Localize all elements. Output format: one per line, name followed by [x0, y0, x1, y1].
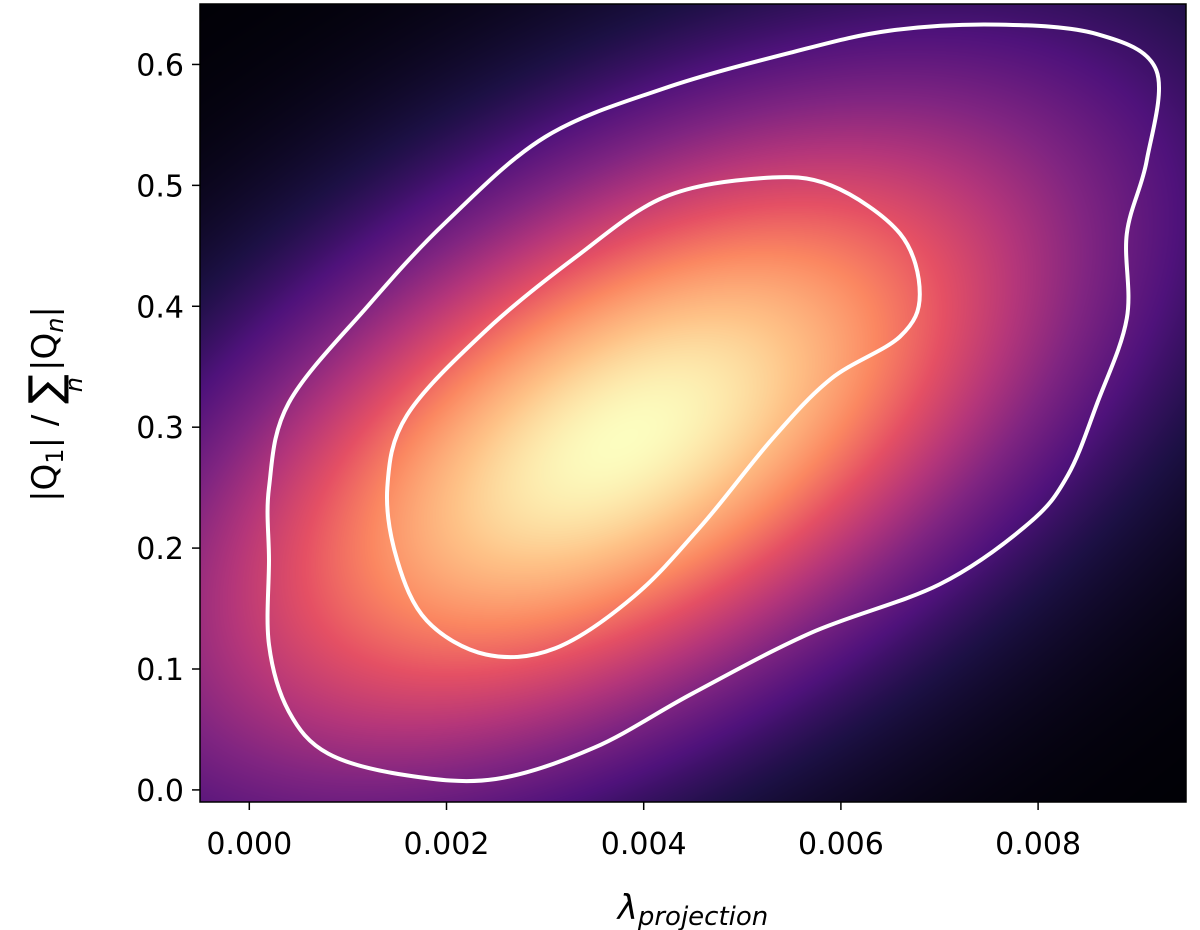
contour-outer [265, 22, 1161, 784]
x-axis-label: λprojection [616, 888, 769, 930]
y-axis-label: |Q1| / ∑n|Qn| [20, 306, 88, 502]
y-tick-label: 0.0 [136, 774, 184, 809]
y-tick-label: 0.2 [136, 532, 184, 567]
contour-inner [385, 175, 922, 660]
x-axis: 0.000 0.002 0.004 0.006 0.008 [206, 802, 1081, 862]
y-tick-label: 0.4 [136, 290, 184, 325]
x-tick-label: 0.006 [798, 827, 884, 862]
y-tick-label: 0.1 [136, 653, 184, 688]
x-tick-label: 0.004 [601, 827, 687, 862]
plot-frame [199, 3, 1187, 803]
x-tick-label: 0.008 [995, 827, 1081, 862]
x-tick-label: 0.002 [404, 827, 490, 862]
contour-lines [265, 22, 1161, 784]
y-tick-label: 0.3 [136, 411, 184, 446]
y-axis: 0.0 0.1 0.2 0.3 0.4 0.5 0.6 [136, 48, 200, 809]
y-tick-label: 0.5 [136, 169, 184, 204]
x-tick-label: 0.000 [206, 827, 292, 862]
density-heatmap [200, 4, 1186, 802]
y-tick-label: 0.6 [136, 48, 184, 83]
